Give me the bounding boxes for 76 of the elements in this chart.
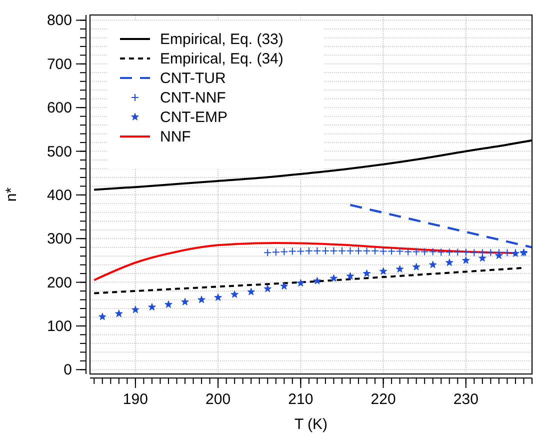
point xyxy=(462,256,470,264)
legend-label: CNT-TUR xyxy=(160,70,226,87)
y-tick-label: 600 xyxy=(46,100,72,117)
point xyxy=(420,248,429,256)
point xyxy=(330,246,338,255)
point xyxy=(412,262,420,270)
point xyxy=(379,247,388,256)
point xyxy=(98,312,106,320)
point xyxy=(486,248,495,257)
point xyxy=(379,267,388,275)
legend-label: Empirical, Eq. (33) xyxy=(160,31,284,48)
point xyxy=(354,246,363,255)
point xyxy=(495,252,503,260)
point xyxy=(115,310,123,318)
point xyxy=(346,246,354,255)
point xyxy=(247,288,256,296)
point xyxy=(346,272,354,280)
x-tick-label: 230 xyxy=(453,391,478,408)
point xyxy=(396,247,404,256)
legend-label: NNF xyxy=(160,128,191,146)
point xyxy=(371,246,380,255)
point xyxy=(148,303,156,311)
legend-label: CNT-NNF xyxy=(160,90,226,106)
point xyxy=(272,248,280,256)
point xyxy=(445,248,454,256)
x-tick-label: 210 xyxy=(288,391,314,408)
y-axis-title: n* xyxy=(3,187,20,202)
point xyxy=(437,248,446,256)
point xyxy=(132,306,140,314)
point xyxy=(313,276,322,284)
point xyxy=(214,293,222,301)
point xyxy=(428,248,437,256)
point xyxy=(264,248,272,257)
point xyxy=(338,246,346,255)
point xyxy=(230,290,238,298)
x-tick-label: 200 xyxy=(206,391,231,408)
y-tick-label: 0 xyxy=(64,362,72,379)
point xyxy=(478,254,486,262)
x-axis-title: T (K) xyxy=(294,416,328,433)
point xyxy=(478,248,486,257)
point xyxy=(362,269,371,277)
y-tick-label: 400 xyxy=(46,186,72,204)
point xyxy=(264,284,272,292)
point xyxy=(503,248,512,257)
point xyxy=(288,247,296,256)
point xyxy=(362,246,371,255)
point xyxy=(462,248,470,256)
point xyxy=(388,247,396,256)
x-tick-label: 190 xyxy=(122,391,148,408)
y-tick-label: 100 xyxy=(46,318,72,335)
legend-label: Empirical, Eq. (34) xyxy=(160,50,284,68)
legend-label: CNT-EMP xyxy=(160,109,228,126)
point xyxy=(404,248,412,256)
point xyxy=(280,248,288,256)
point xyxy=(198,296,206,304)
point xyxy=(321,246,330,255)
point xyxy=(396,265,404,273)
point xyxy=(296,247,305,256)
point xyxy=(296,279,305,287)
point xyxy=(181,298,189,306)
y-tick-label: 700 xyxy=(46,56,72,73)
point xyxy=(280,282,288,290)
y-tick-label: 300 xyxy=(46,230,72,248)
point xyxy=(313,246,322,255)
point xyxy=(470,248,478,257)
point xyxy=(454,248,462,256)
y-tick-label: 800 xyxy=(46,12,72,30)
point xyxy=(304,246,313,255)
y-tick-label: 200 xyxy=(46,274,72,292)
point xyxy=(164,300,172,308)
x-tick-label: 220 xyxy=(370,391,396,408)
point xyxy=(428,260,437,268)
point xyxy=(330,274,338,282)
point xyxy=(412,248,420,256)
point xyxy=(445,258,454,266)
y-tick-label: 500 xyxy=(46,143,72,160)
